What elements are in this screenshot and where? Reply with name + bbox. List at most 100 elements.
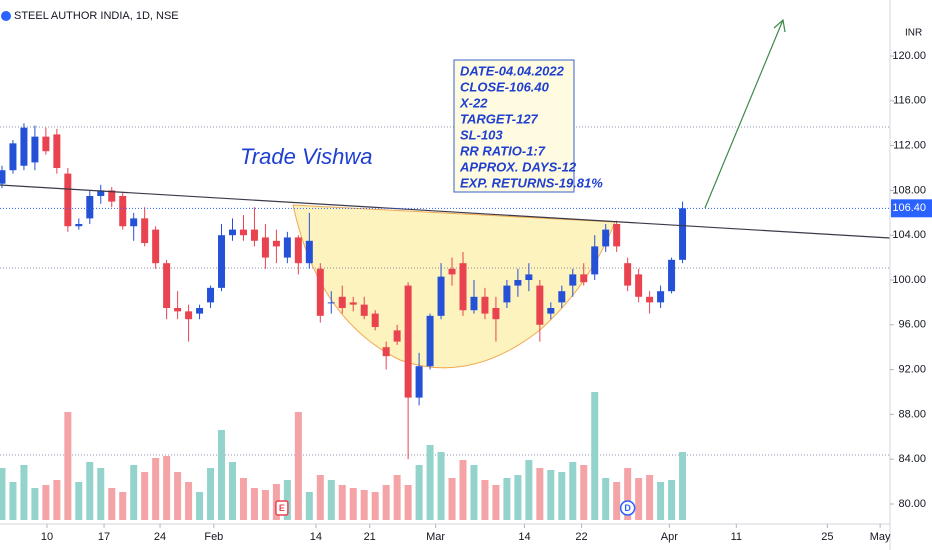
volume-bar [514, 475, 522, 520]
price-label-box [891, 199, 932, 218]
candle-body [20, 127, 28, 166]
annotation-line: SL-103 [460, 127, 503, 142]
volume-bar [371, 492, 379, 520]
event-marker [619, 500, 636, 516]
trend-line [0, 184, 891, 239]
candle-body [228, 229, 236, 236]
candle-body [371, 313, 379, 328]
volume-layer [0, 392, 687, 520]
y-tick-label: 108.00 [892, 184, 926, 196]
volume-bar [185, 482, 193, 520]
volume-bar [613, 482, 621, 520]
candle-body [42, 136, 50, 152]
candle-body [657, 291, 665, 303]
candle-body [492, 307, 500, 320]
candle-body [75, 223, 83, 227]
volume-bar [97, 468, 105, 520]
candle-body [624, 263, 632, 286]
volume-bar [218, 430, 226, 520]
icon [1, 11, 11, 21]
x-tick-label: Feb [204, 531, 223, 543]
volume-bar [646, 475, 654, 520]
candle-body [635, 274, 643, 297]
candle-body [31, 136, 39, 163]
candle-body [415, 366, 423, 398]
candle-body [679, 208, 687, 260]
volume-bar [152, 458, 160, 520]
candle-body [613, 223, 621, 247]
candle-body [316, 268, 324, 316]
volume-bar [196, 492, 204, 520]
candle-body [64, 173, 72, 227]
volume-bar [679, 452, 687, 520]
annotation-line: EXP. RETURNS-19.81% [460, 175, 603, 190]
volume-bar [119, 492, 127, 520]
y-tick-label: 104.00 [892, 229, 926, 241]
volume-bar [536, 468, 544, 520]
x-tick-label: Apr [661, 531, 678, 543]
volume-bar [459, 460, 467, 520]
x-tick-label: 21 [364, 531, 376, 543]
volume-bar [108, 488, 116, 520]
candle-body [668, 259, 676, 292]
volume-bar [415, 465, 423, 520]
candle-body [196, 307, 204, 314]
volume-bar [207, 468, 215, 520]
candle-body [580, 274, 588, 283]
event-label: E [279, 503, 285, 513]
volume-bar [338, 485, 346, 520]
volume-bar [448, 478, 456, 520]
x-tick-label: May [870, 531, 891, 543]
candle-body [163, 263, 171, 308]
volume-bar [426, 445, 434, 520]
volume-bar [305, 492, 313, 520]
volume-bar [20, 465, 28, 520]
candle-body [305, 240, 313, 264]
candle-body [437, 276, 445, 316]
candle-body [338, 296, 346, 308]
x-tick-label: 11 [731, 531, 742, 543]
candle-body [261, 237, 269, 258]
candle-body [283, 237, 291, 258]
x-tick-label: 17 [98, 531, 110, 543]
volume-bar [481, 480, 489, 520]
watermark: Trade Vishwa [240, 144, 372, 169]
volume-bar [591, 392, 599, 520]
candle-body [327, 302, 335, 304]
annotation-box [453, 59, 575, 193]
volume-bar [228, 462, 236, 520]
volume-bar [503, 478, 511, 520]
candle-body [108, 190, 116, 202]
candle-body [152, 229, 160, 264]
annotation-line: TARGET-127 [460, 111, 539, 126]
candle-body [547, 307, 555, 314]
candle-body [97, 190, 105, 196]
annotation-line: APPROX. DAYS-12 [459, 159, 577, 174]
volume-bar [316, 475, 324, 520]
candle-body [393, 330, 401, 342]
y-tick-label: 112.00 [893, 140, 926, 152]
volume-bar [294, 412, 302, 520]
y-tick-label: 116.00 [893, 95, 926, 107]
annotation-line: DATE-04.04.2022 [460, 63, 565, 78]
volume-bar [668, 480, 676, 520]
axis-layer: 80.00 84.00 88.00 92.00 96.00 100.00 104.00 108… [0, 50, 932, 543]
annotation-line: RR RATIO-1:7 [460, 143, 546, 158]
volume-bar [75, 482, 83, 520]
chart-title: STEEL AUTHOR INDIA, 1D, NSE [14, 10, 179, 22]
candle-body [239, 229, 247, 236]
y-tick-label: 120.00 [892, 50, 926, 62]
volume-bar [141, 472, 149, 520]
x-tick-label: 10 [41, 531, 53, 543]
volume-bar [525, 460, 533, 520]
volume-bar [382, 485, 390, 520]
volume-bar [492, 485, 500, 520]
candle-body [602, 229, 610, 247]
y-tick-label: 84.00 [898, 453, 926, 465]
candle-body [53, 134, 61, 168]
volume-bar [437, 452, 445, 520]
candle-body [360, 304, 368, 316]
x-tick-label: 14 [518, 531, 530, 543]
candle-body [185, 311, 193, 320]
candle-body [514, 279, 522, 286]
